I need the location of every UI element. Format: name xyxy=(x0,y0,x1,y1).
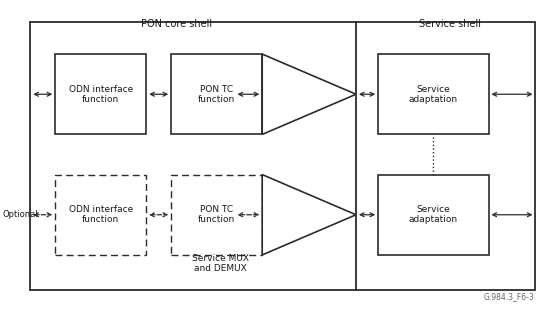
FancyBboxPatch shape xyxy=(30,22,535,290)
Text: PON TC
function: PON TC function xyxy=(198,85,235,104)
Polygon shape xyxy=(262,175,356,255)
FancyBboxPatch shape xyxy=(55,175,146,255)
Polygon shape xyxy=(262,54,356,134)
Text: Optional: Optional xyxy=(2,210,38,219)
FancyBboxPatch shape xyxy=(171,175,262,255)
Text: Service
adaptation: Service adaptation xyxy=(409,85,458,104)
FancyBboxPatch shape xyxy=(171,54,262,134)
Text: ODN interface
function: ODN interface function xyxy=(68,205,133,224)
FancyBboxPatch shape xyxy=(55,54,146,134)
Text: Service shell: Service shell xyxy=(419,19,481,29)
Text: G.984.3_F6-3: G.984.3_F6-3 xyxy=(484,292,534,301)
Text: Service
adaptation: Service adaptation xyxy=(409,205,458,224)
Text: Service MUX
and DEMUX: Service MUX and DEMUX xyxy=(192,254,250,273)
FancyBboxPatch shape xyxy=(378,175,489,255)
Text: ODN interface
function: ODN interface function xyxy=(68,85,133,104)
Text: PON core shell: PON core shell xyxy=(141,19,212,29)
FancyBboxPatch shape xyxy=(378,54,489,134)
Text: PON TC
function: PON TC function xyxy=(198,205,235,224)
